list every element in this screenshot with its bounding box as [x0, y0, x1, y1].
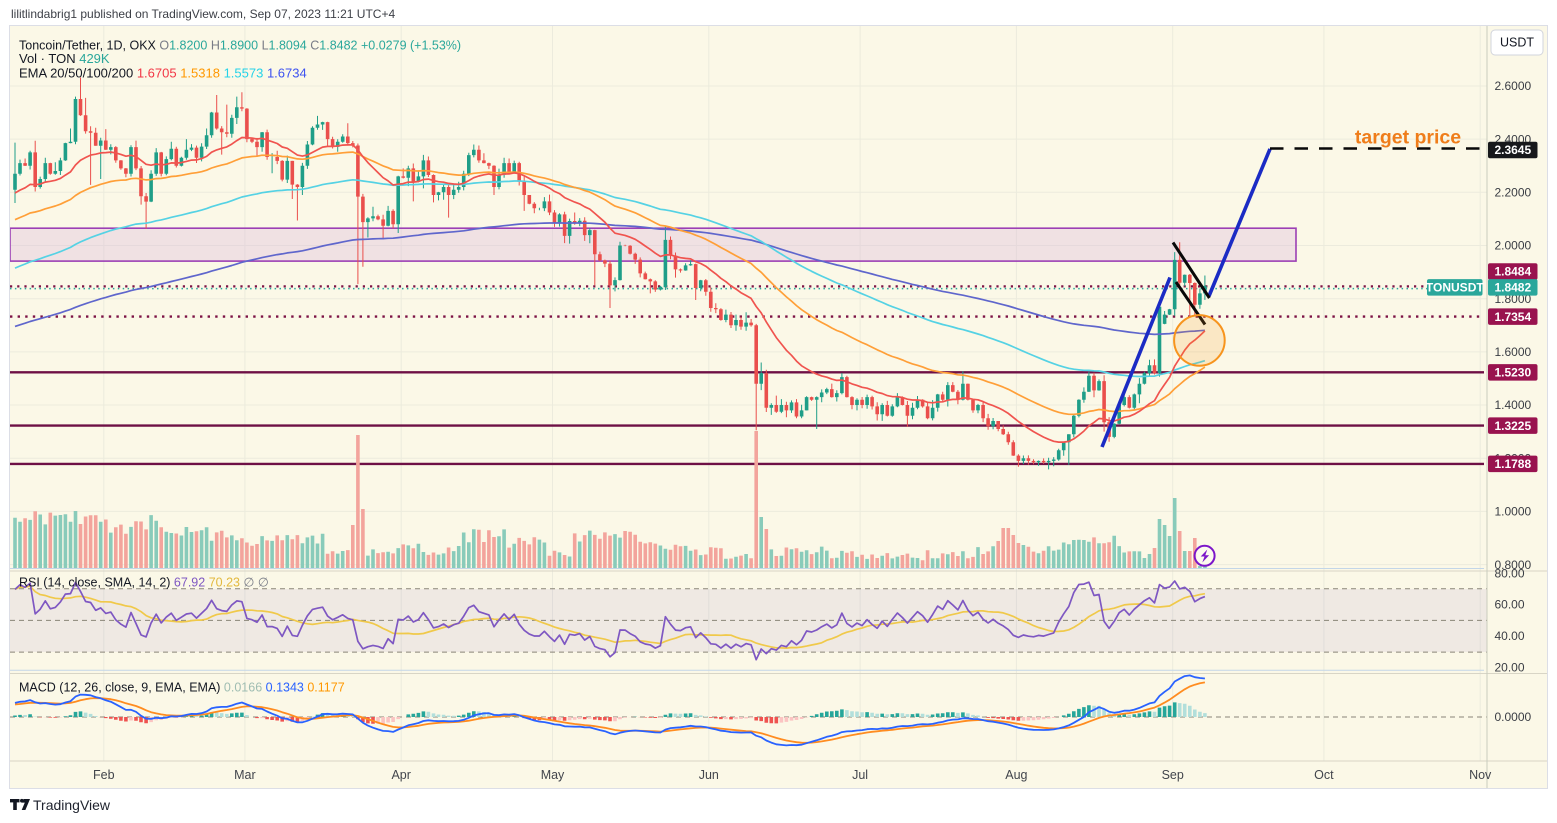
svg-text:Jul: Jul: [852, 768, 868, 782]
svg-text:2.6000: 2.6000: [1495, 79, 1532, 93]
svg-text:MACD (12, 26, close, 9, EMA, E: MACD (12, 26, close, 9, EMA, EMA) 0.0166…: [19, 681, 345, 695]
svg-text:RSI (14, close, SMA, 14, 2) 67: RSI (14, close, SMA, 14, 2) 67.92 70.23 …: [19, 576, 269, 590]
svg-text:40.00: 40.00: [1495, 629, 1525, 643]
svg-text:May: May: [541, 768, 565, 782]
svg-text:0.8000: 0.8000: [1495, 558, 1532, 572]
svg-text:target price: target price: [1355, 127, 1461, 149]
svg-text:2.0000: 2.0000: [1495, 239, 1532, 253]
svg-text:1.6000: 1.6000: [1495, 345, 1532, 359]
svg-text:20.00: 20.00: [1495, 660, 1525, 674]
svg-text:2.3645: 2.3645: [1494, 143, 1531, 157]
svg-text:1.8484: 1.8484: [1494, 265, 1531, 279]
svg-text:Nov: Nov: [1469, 768, 1492, 782]
svg-text:80.00: 80.00: [1495, 566, 1525, 580]
svg-text:1.4000: 1.4000: [1495, 398, 1532, 412]
svg-text:1.1788: 1.1788: [1494, 457, 1531, 471]
svg-text:Jun: Jun: [699, 768, 719, 782]
svg-text:EMA 20/50/100/200 1.6705 1.531: EMA 20/50/100/200 1.6705 1.5318 1.5573 1…: [19, 66, 307, 81]
svg-text:Oct: Oct: [1314, 768, 1334, 782]
svg-text:2.2000: 2.2000: [1495, 186, 1532, 200]
svg-text:Mar: Mar: [234, 768, 256, 782]
svg-text:0.0000: 0.0000: [1495, 710, 1532, 724]
svg-text:TONUSDT: TONUSDT: [1426, 281, 1484, 295]
svg-text:Apr: Apr: [391, 768, 410, 782]
svg-text:1.8482: 1.8482: [1494, 281, 1531, 295]
svg-text:1.3225: 1.3225: [1494, 419, 1531, 433]
svg-text:Feb: Feb: [93, 768, 115, 782]
svg-text:60.00: 60.00: [1495, 598, 1525, 612]
svg-text:1.0000: 1.0000: [1495, 505, 1532, 519]
svg-text:1.7354: 1.7354: [1494, 310, 1531, 324]
svg-text:1.5230: 1.5230: [1494, 366, 1531, 380]
svg-text:Aug: Aug: [1005, 768, 1027, 782]
svg-text:Toncoin/Tether, 1D, OKX O1.820: Toncoin/Tether, 1D, OKX O1.8200 H1.8900 …: [19, 39, 461, 53]
svg-text:Vol · TON 429K: Vol · TON 429K: [19, 51, 110, 66]
svg-text:USDT: USDT: [1500, 36, 1534, 50]
svg-text:Sep: Sep: [1162, 768, 1184, 782]
